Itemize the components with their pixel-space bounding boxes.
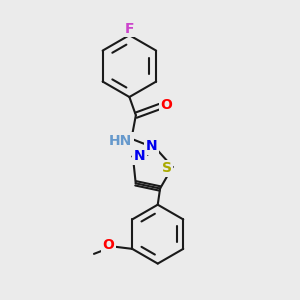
Text: N: N <box>134 149 146 163</box>
Text: N: N <box>146 139 157 153</box>
Text: HN: HN <box>109 134 132 148</box>
Text: F: F <box>124 22 134 36</box>
Text: S: S <box>162 161 172 176</box>
Text: O: O <box>160 98 172 112</box>
Text: O: O <box>103 238 115 252</box>
